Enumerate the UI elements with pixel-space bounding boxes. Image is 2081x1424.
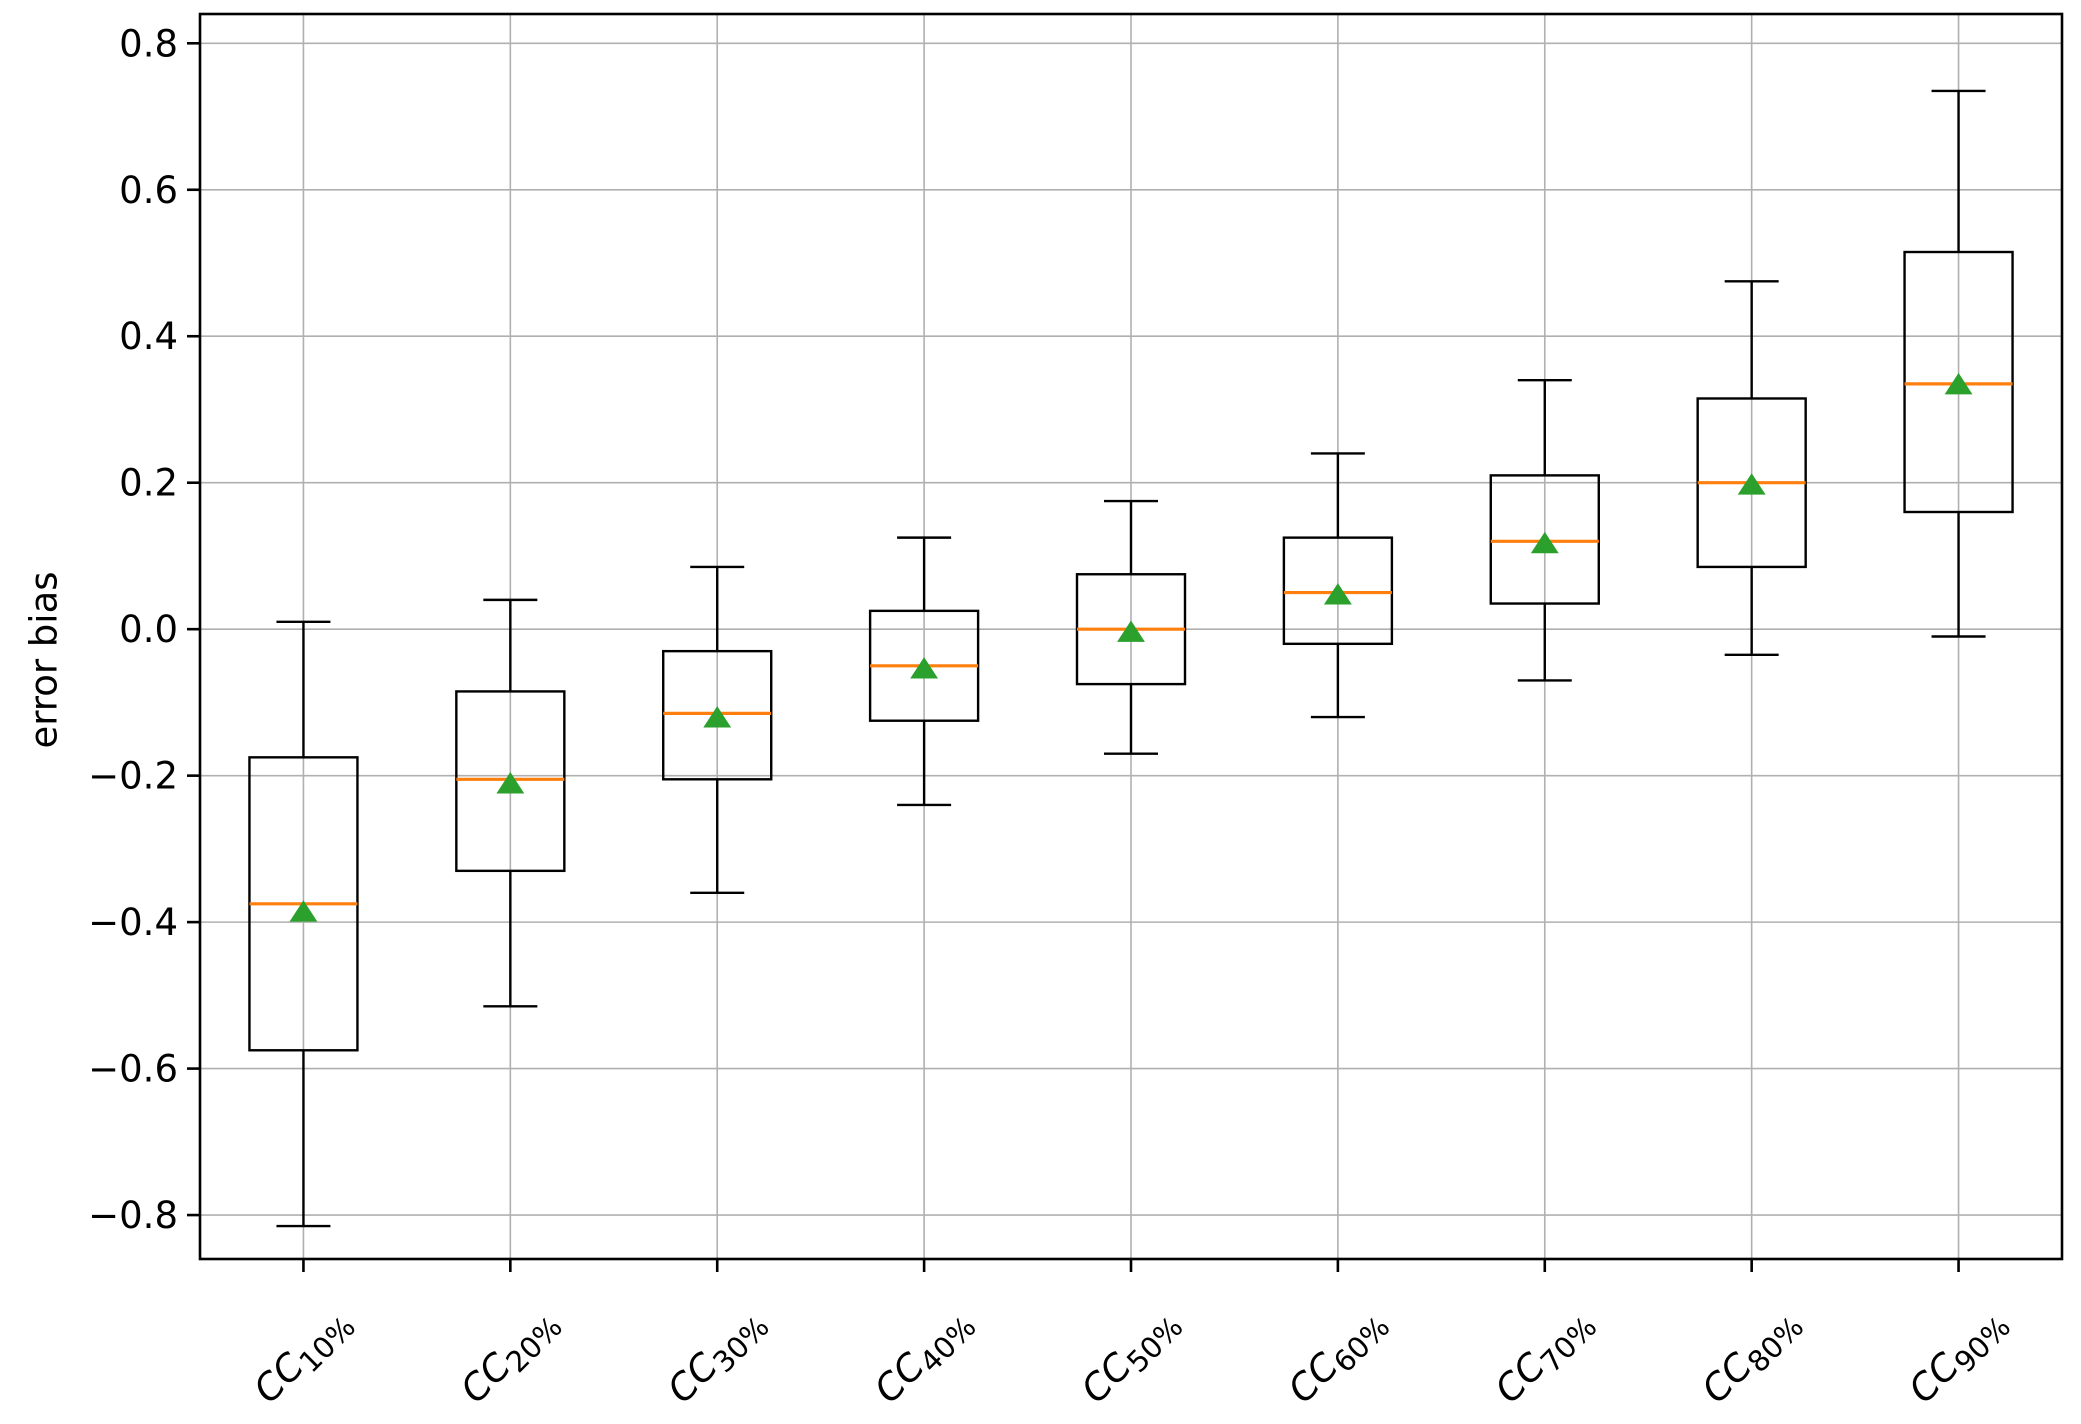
- y-tick-label: −0.2: [88, 755, 178, 798]
- y-axis-label: error bias: [22, 571, 66, 749]
- mean-marker: [703, 706, 732, 728]
- box-group-8: [1696, 280, 1807, 657]
- y-tick-label: 0.2: [119, 462, 178, 505]
- x-tick-label: CC60%: [1280, 1299, 1397, 1416]
- box-rect: [1903, 250, 2014, 514]
- mean-marker: [289, 900, 318, 922]
- x-tick-label: CC50%: [1073, 1299, 1190, 1416]
- box-group-9: [1903, 89, 2014, 638]
- box-rect: [1282, 536, 1394, 646]
- x-tick-label: CC20%: [452, 1299, 569, 1416]
- y-tick-label: 0.4: [119, 315, 178, 358]
- x-tick-label: CC80%: [1694, 1299, 1811, 1416]
- box-group-6: [1282, 452, 1394, 719]
- x-tick-label: CC30%: [659, 1299, 776, 1416]
- box-group-2: [455, 598, 566, 1008]
- mean-marker: [1944, 372, 1973, 395]
- box-group-5: [1075, 499, 1187, 755]
- mean-marker: [1737, 473, 1766, 495]
- box-rect: [1489, 474, 1600, 605]
- mean-marker: [496, 772, 525, 794]
- x-tick-label: CC90%: [1900, 1299, 2017, 1416]
- x-tick-label: CC10%: [245, 1299, 362, 1416]
- mean-marker: [1530, 531, 1559, 554]
- mean-marker: [910, 657, 939, 679]
- box-group-7: [1489, 378, 1600, 682]
- box-group-4: [868, 536, 980, 807]
- box-rect: [455, 690, 566, 873]
- y-tick-label: −0.8: [88, 1194, 178, 1237]
- y-tick-label: −0.4: [88, 901, 178, 944]
- y-tick-label: 0.0: [119, 608, 178, 651]
- mean-marker: [1323, 583, 1352, 605]
- box-group-3: [662, 565, 773, 895]
- mean-marker: [1117, 620, 1145, 642]
- x-tick-label: CC70%: [1487, 1299, 1604, 1416]
- box-group-1: [248, 620, 359, 1228]
- y-tick-label: 0.6: [119, 169, 178, 212]
- y-tick-label: 0.8: [119, 22, 178, 65]
- x-tick-label: CC40%: [866, 1299, 983, 1416]
- box-rect: [662, 649, 773, 781]
- y-tick-label: −0.6: [88, 1048, 178, 1091]
